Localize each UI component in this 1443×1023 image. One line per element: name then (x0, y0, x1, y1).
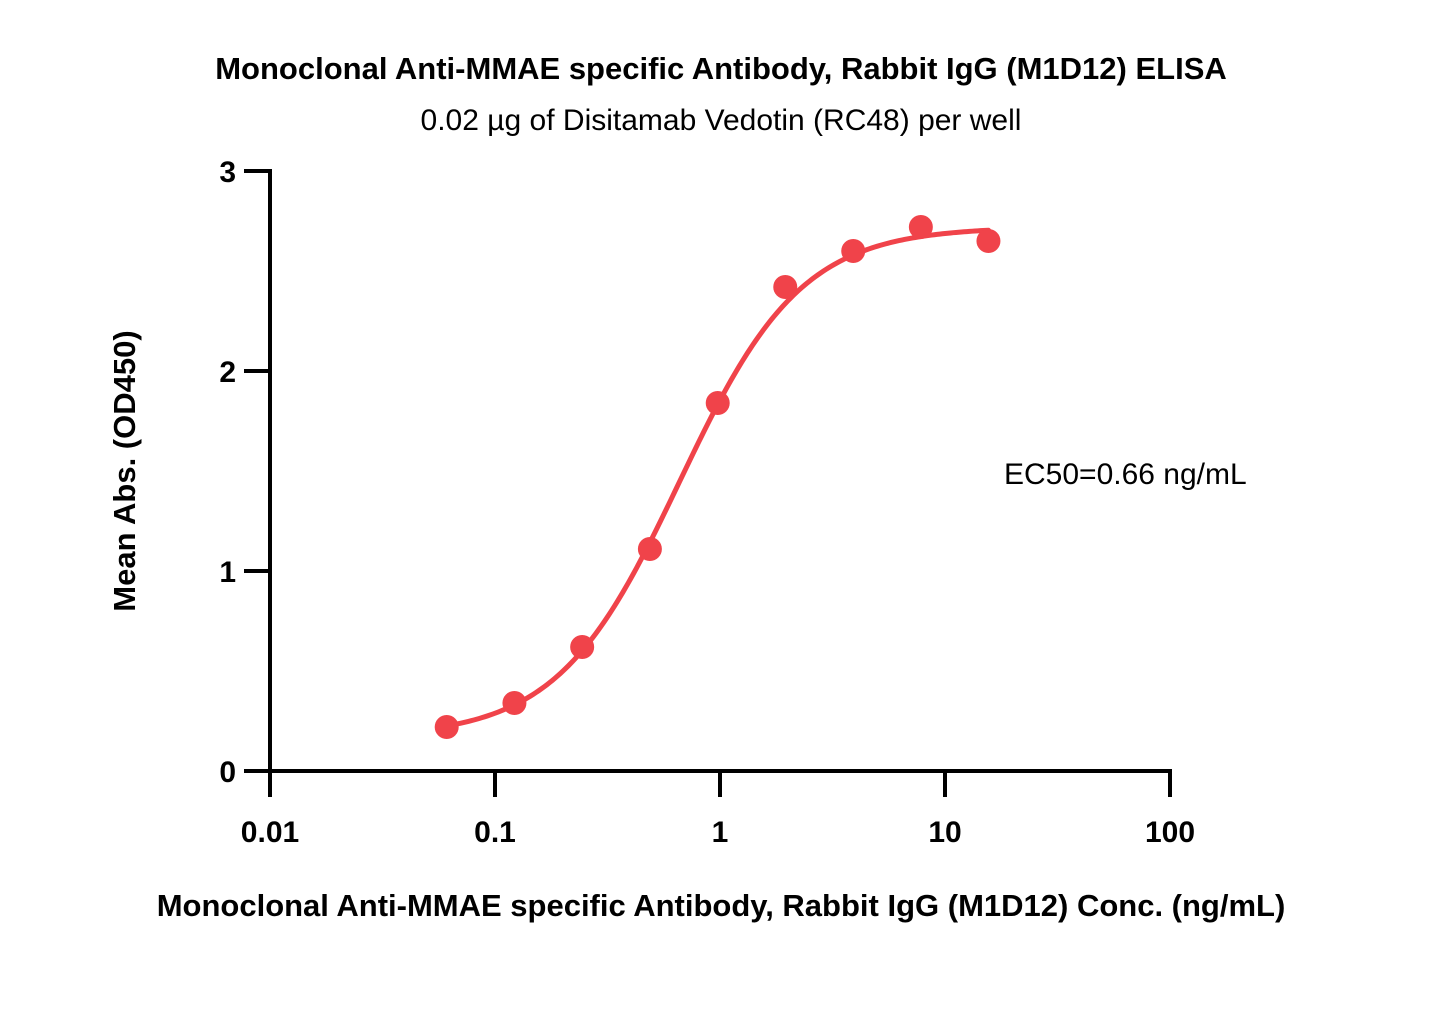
chart-title: Monoclonal Anti-MMAE specific Antibody, … (215, 51, 1227, 86)
y-tick-label: 2 (219, 356, 236, 389)
data-point (637, 537, 662, 561)
fit-curve-layer (444, 227, 991, 729)
y-tick-label: 1 (219, 556, 236, 589)
fit-curve (444, 227, 991, 729)
y-tick-label: 3 (219, 156, 236, 189)
ticks: 0 1 2 3 0.01 0.1 1 10 100 (219, 156, 1195, 849)
data-points-layer (434, 215, 1001, 739)
y-axis-label: Mean Abs. (OD450) (107, 330, 142, 611)
data-point (773, 275, 798, 299)
ec50-annotation: EC50=0.66 ng/mL (1004, 458, 1247, 491)
x-tick-label: 0.1 (474, 816, 516, 849)
data-point (976, 229, 1001, 253)
data-point (434, 715, 459, 739)
data-point (841, 239, 866, 263)
chart-subtitle: 0.02 µg of Disitamab Vedotin (RC48) per … (421, 104, 1022, 137)
y-tick-label: 0 (219, 756, 236, 789)
x-tick-label: 100 (1145, 816, 1195, 849)
data-point (908, 215, 933, 239)
x-tick-label: 1 (712, 816, 729, 849)
data-point (570, 635, 595, 659)
x-axis-label: Monoclonal Anti-MMAE specific Antibody, … (157, 888, 1286, 923)
data-point (705, 391, 730, 415)
x-tick-label: 0.01 (241, 816, 299, 849)
data-point (502, 691, 527, 715)
x-tick-label: 10 (928, 816, 961, 849)
